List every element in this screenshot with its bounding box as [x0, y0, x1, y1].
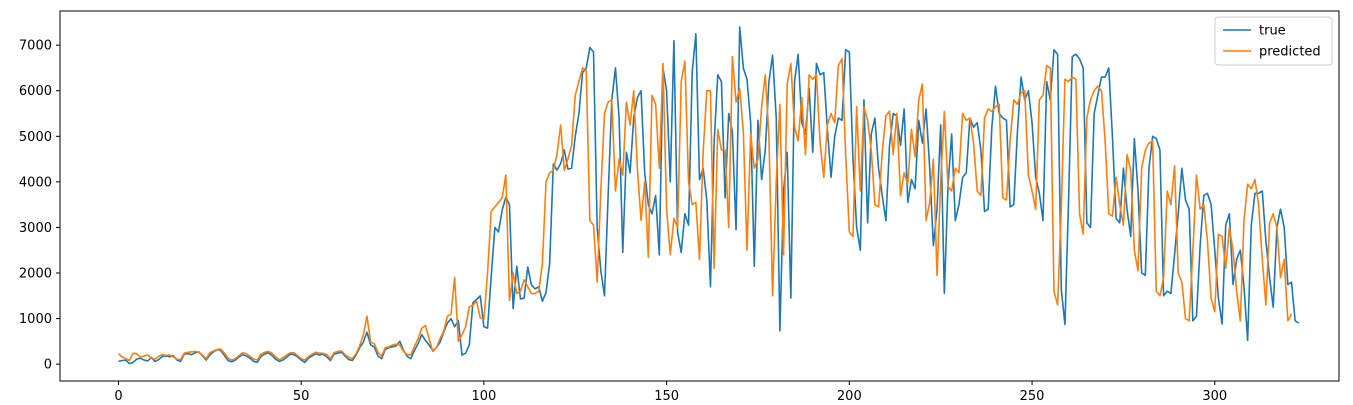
x-tick-label: 50: [293, 389, 310, 404]
y-tick-label: 5000: [19, 130, 52, 145]
series-line-predicted: [117, 55, 1293, 362]
legend: true predicted: [1214, 16, 1333, 66]
y-tick-label: 4000: [19, 175, 52, 190]
series-line-true: [118, 26, 1300, 365]
x-tick-label: 150: [654, 389, 679, 404]
x-tick-label: 100: [471, 389, 496, 404]
legend-label-true: true: [1259, 24, 1286, 39]
legend-box: [1214, 16, 1333, 66]
y-tick-label: 0: [44, 358, 52, 373]
legend-label-predicted: predicted: [1259, 45, 1321, 60]
x-tick-label: 200: [837, 389, 862, 404]
y-tick-label: 2000: [19, 267, 52, 282]
x-tick-label: 300: [1202, 389, 1227, 404]
y-tick-label: 3000: [19, 221, 52, 236]
y-tick-label: 7000: [19, 39, 52, 54]
x-tick-label: 250: [1020, 389, 1045, 404]
y-tick-label: 6000: [19, 84, 52, 99]
x-axis: 0 50 100 150 200 250 300: [114, 381, 1227, 404]
plot-lines: [117, 26, 1300, 365]
y-tick-label: 1000: [19, 312, 52, 327]
plot-frame: [59, 10, 1340, 382]
x-tick-label: 0: [114, 389, 122, 404]
y-axis: 0 1000 2000 3000 4000 5000 6000 7000: [19, 39, 60, 373]
